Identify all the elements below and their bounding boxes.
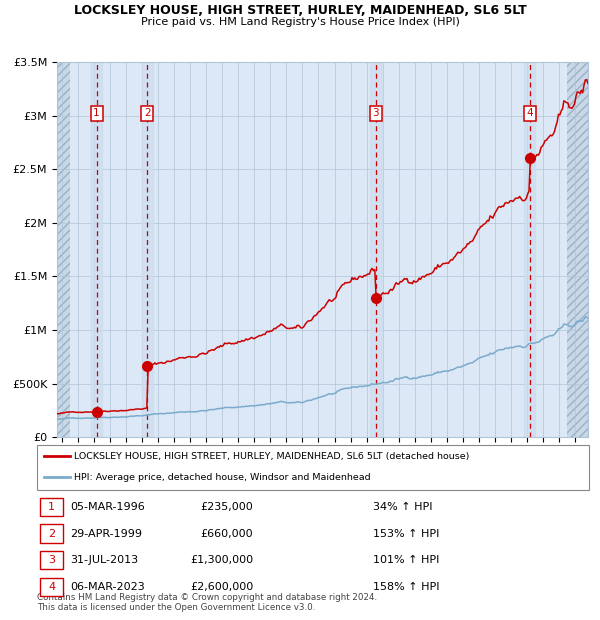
Text: 2: 2 [144,108,151,118]
Bar [524,62,535,437]
Text: 101% ↑ HPI: 101% ↑ HPI [373,555,440,565]
Text: £1,300,000: £1,300,000 [190,555,253,565]
Text: 34% ↑ HPI: 34% ↑ HPI [373,502,433,512]
Text: 4: 4 [48,582,55,592]
Text: £235,000: £235,000 [200,502,253,512]
Text: 1: 1 [48,502,55,512]
Text: LOCKSLEY HOUSE, HIGH STREET, HURLEY, MAIDENHEAD, SL6 5LT: LOCKSLEY HOUSE, HIGH STREET, HURLEY, MAI… [74,4,526,17]
Bar [57,62,70,437]
Text: 06-MAR-2023: 06-MAR-2023 [70,582,145,592]
Text: LOCKSLEY HOUSE, HIGH STREET, HURLEY, MAIDENHEAD, SL6 5LT (detached house): LOCKSLEY HOUSE, HIGH STREET, HURLEY, MAI… [74,452,470,461]
Text: 2: 2 [48,528,55,539]
Text: 158% ↑ HPI: 158% ↑ HPI [373,582,440,592]
Text: 4: 4 [526,108,533,118]
Text: 3: 3 [373,108,379,118]
Text: 05-MAR-1996: 05-MAR-1996 [70,502,145,512]
Text: 3: 3 [48,555,55,565]
Text: £660,000: £660,000 [200,528,253,539]
Text: 29-APR-1999: 29-APR-1999 [70,528,142,539]
Text: Contains HM Land Registry data © Crown copyright and database right 2024.
This d: Contains HM Land Registry data © Crown c… [37,593,377,612]
Text: HPI: Average price, detached house, Windsor and Maidenhead: HPI: Average price, detached house, Wind… [74,473,371,482]
Text: 31-JUL-2013: 31-JUL-2013 [70,555,139,565]
Bar [142,62,153,437]
Bar [91,62,102,437]
Text: £2,600,000: £2,600,000 [190,582,253,592]
Text: 153% ↑ HPI: 153% ↑ HPI [373,528,440,539]
Text: Price paid vs. HM Land Registry's House Price Index (HPI): Price paid vs. HM Land Registry's House … [140,17,460,27]
Text: 1: 1 [94,108,100,118]
Bar [370,62,382,437]
Bar [567,62,588,437]
